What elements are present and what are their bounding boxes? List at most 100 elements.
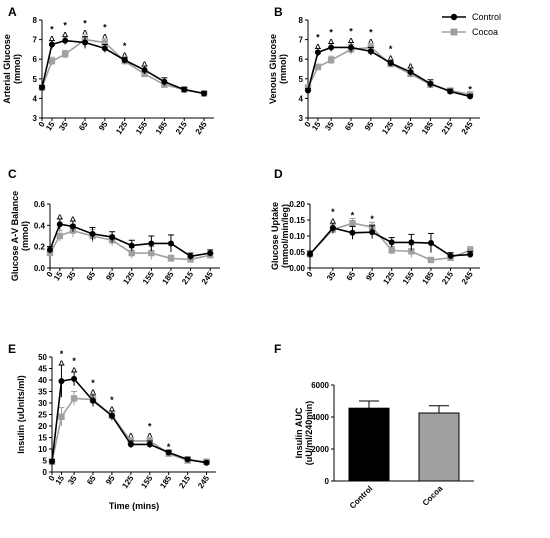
significance-star: *	[331, 207, 335, 217]
data-point-control	[314, 49, 321, 56]
data-point-cocoa	[388, 247, 395, 254]
x-tick-label: 185	[161, 270, 176, 287]
data-point-cocoa	[61, 51, 69, 58]
x-tick-label: 155	[141, 270, 156, 287]
y-tick-label: 10	[38, 445, 47, 454]
data-point-control	[447, 88, 454, 95]
x-tick-label: 0	[303, 120, 313, 129]
bar-control	[348, 407, 390, 482]
data-point-control	[305, 87, 311, 94]
x-tick-label: 215	[180, 270, 195, 287]
series-line-cocoa	[51, 397, 207, 463]
x-tick-label: 65	[85, 474, 98, 487]
x-tick-label: 65	[77, 120, 90, 133]
y-tick-label: 7	[33, 36, 38, 45]
significance-star: *	[72, 356, 76, 366]
x-tick-label: 125	[380, 120, 395, 137]
data-point-cocoa	[349, 220, 356, 227]
x-tick-label: 15	[310, 120, 323, 133]
x-tick-label: 35	[65, 270, 78, 283]
y-tick-label: 8	[33, 16, 38, 25]
data-point-control	[348, 44, 354, 51]
significance-star: *	[63, 21, 67, 31]
x-tick-label: 15	[54, 474, 67, 487]
data-point-control	[408, 239, 415, 246]
x-tick-label: 15	[52, 270, 65, 283]
data-point-control	[407, 68, 414, 75]
y-tick-label: 0.4	[34, 221, 46, 230]
data-point-control	[128, 242, 135, 249]
x-tick-label: 245	[196, 474, 211, 491]
panel-letter: E	[8, 342, 16, 356]
y-axis-label-line: Insulin (uUnits/ml)	[16, 375, 26, 454]
series-line-cocoa	[41, 38, 205, 95]
series-line-control	[49, 223, 211, 258]
significance-star: *	[50, 25, 54, 35]
data-point-control	[71, 375, 78, 382]
y-tick-label: 8	[299, 16, 304, 25]
data-point-control	[427, 80, 434, 87]
x-tick-label: 155	[134, 120, 149, 137]
data-point-cocoa	[466, 247, 474, 254]
x-tick-label: 0	[45, 270, 55, 279]
data-point-control	[207, 250, 214, 257]
y-tick-label: 20	[38, 422, 47, 431]
data-point-control	[201, 90, 208, 97]
significance-caret: ^	[315, 42, 321, 52]
data-point-control	[187, 253, 194, 260]
panel-letter: C	[8, 167, 17, 181]
data-point-cocoa	[167, 255, 175, 262]
data-point-cocoa	[314, 63, 322, 71]
y-axis-label-line: Glucose Uptake	[270, 202, 280, 270]
significance-star: *	[167, 442, 171, 452]
y-tick-label: 0.20	[289, 200, 305, 209]
y-tick-label: 0	[325, 477, 330, 486]
y-axis-label-line: (mmol)	[12, 54, 22, 84]
x-tick-label: 95	[363, 120, 376, 133]
data-point-control	[108, 412, 115, 419]
y-axis-label: Insulin AUC(uU/ml/240min)	[294, 401, 314, 466]
significance-caret: ^	[122, 51, 128, 61]
y-tick-label: 3	[33, 114, 38, 123]
data-point-cocoa	[70, 395, 78, 402]
data-point-control	[184, 456, 191, 463]
data-point-control	[388, 239, 395, 246]
significance-caret: ^	[330, 217, 336, 227]
data-point-control	[329, 225, 336, 231]
x-tick-label: 35	[325, 270, 338, 283]
data-point-cocoa	[56, 232, 64, 240]
y-tick-label: 4	[299, 94, 304, 103]
significance-caret: ^	[70, 215, 76, 225]
significance-caret: ^	[348, 37, 354, 47]
data-point-cocoa	[327, 56, 335, 64]
x-tick-label: 65	[343, 120, 356, 133]
x-tick-label: 215	[177, 474, 192, 491]
x-tick-label: 155	[139, 474, 154, 491]
x-tick-label: 65	[345, 270, 358, 283]
x-tick-label: 125	[114, 120, 129, 137]
data-point-control	[165, 449, 172, 456]
series-line-control	[307, 46, 471, 98]
legend-control-marker	[450, 13, 458, 21]
x-tick-label: 185	[158, 474, 173, 491]
data-point-control	[141, 66, 148, 73]
y-tick-label: 0.2	[34, 243, 46, 252]
x-tick-label: 65	[85, 270, 98, 283]
significance-star: *	[123, 41, 127, 51]
series-line-cocoa	[49, 229, 211, 261]
y-tick-label: 15	[38, 434, 47, 443]
data-point-cocoa	[48, 57, 56, 65]
x-tick-label: 245	[200, 270, 215, 287]
y-tick-label: 40	[38, 376, 47, 385]
x-tick-label: 0	[47, 474, 57, 483]
significance-star: *	[83, 19, 87, 29]
y-axis-label: Venous Glucose(mmol)	[268, 34, 288, 104]
data-point-control	[146, 441, 153, 448]
data-point-control	[387, 60, 394, 67]
x-tick-label: 155	[401, 270, 416, 287]
y-axis-label-line: (mmol/min/leg)	[280, 204, 290, 268]
y-axis-label: Arterial Glucose(mmol)	[2, 34, 22, 104]
